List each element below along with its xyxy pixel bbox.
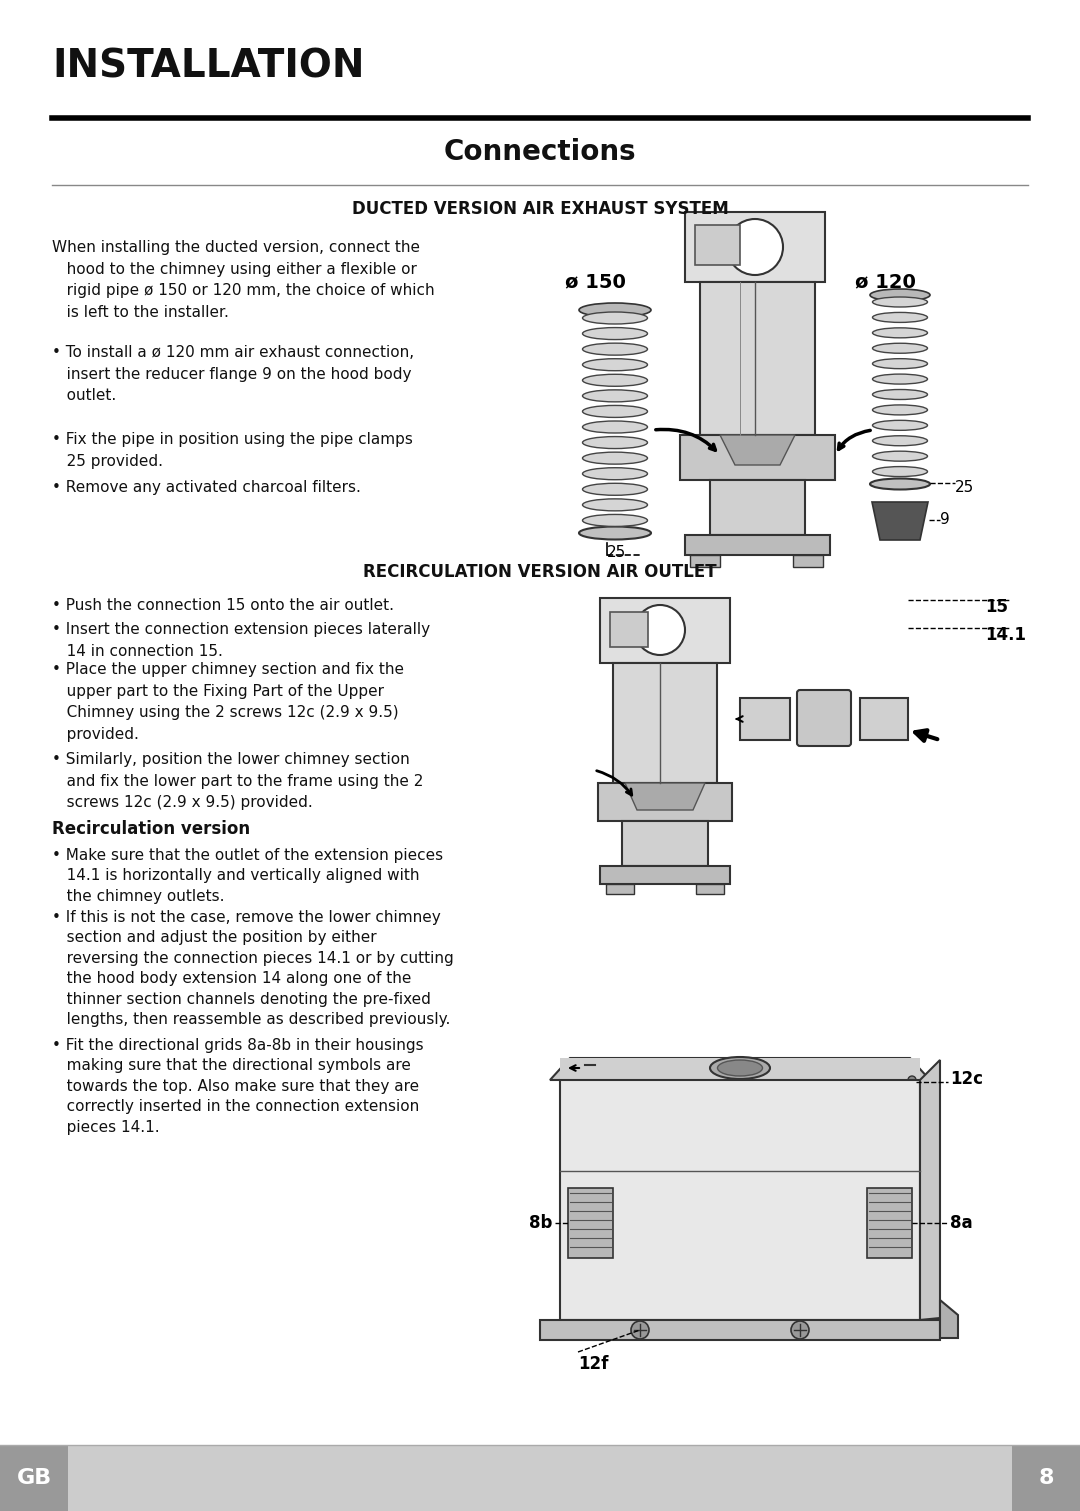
Bar xyxy=(680,435,835,480)
Ellipse shape xyxy=(582,499,648,511)
Text: Connections: Connections xyxy=(444,138,636,166)
FancyBboxPatch shape xyxy=(600,598,730,663)
Polygon shape xyxy=(872,502,928,539)
Ellipse shape xyxy=(582,311,648,323)
Bar xyxy=(710,480,805,535)
Bar xyxy=(740,698,789,740)
Circle shape xyxy=(635,604,685,654)
Ellipse shape xyxy=(873,405,928,416)
Ellipse shape xyxy=(582,422,648,434)
Ellipse shape xyxy=(873,298,928,307)
Bar xyxy=(690,555,720,567)
Bar xyxy=(561,1080,920,1321)
Bar xyxy=(0,1445,1080,1511)
Text: • Fix the pipe in position using the pipe clamps
   25 provided.: • Fix the pipe in position using the pip… xyxy=(52,432,413,468)
Ellipse shape xyxy=(582,390,648,402)
Text: 12c: 12c xyxy=(950,1070,983,1088)
Text: • Remove any activated charcoal filters.: • Remove any activated charcoal filters. xyxy=(52,480,361,496)
Bar xyxy=(685,535,831,555)
Ellipse shape xyxy=(582,375,648,387)
Ellipse shape xyxy=(873,313,928,322)
Ellipse shape xyxy=(579,526,651,539)
Bar xyxy=(696,225,740,264)
Text: 14.1: 14.1 xyxy=(985,626,1026,644)
Text: GB: GB xyxy=(16,1469,52,1488)
Ellipse shape xyxy=(873,343,928,354)
Ellipse shape xyxy=(710,1058,770,1079)
Bar xyxy=(540,1321,940,1340)
Text: 8a: 8a xyxy=(950,1213,973,1231)
Ellipse shape xyxy=(873,467,928,476)
Text: 9: 9 xyxy=(940,512,949,527)
Text: When installing the ducted version, connect the
   hood to the chimney using eit: When installing the ducted version, conn… xyxy=(52,240,434,320)
Bar xyxy=(867,1188,912,1259)
Bar xyxy=(700,283,815,435)
Ellipse shape xyxy=(717,1061,762,1076)
Text: • Fit the directional grids 8a-8b in their housings
   making sure that the dire: • Fit the directional grids 8a-8b in the… xyxy=(52,1038,423,1135)
Text: RECIRCULATION VERSION AIR OUTLET: RECIRCULATION VERSION AIR OUTLET xyxy=(363,564,717,582)
Ellipse shape xyxy=(873,420,928,431)
Text: 25: 25 xyxy=(607,545,626,561)
Ellipse shape xyxy=(582,484,648,496)
Polygon shape xyxy=(940,1299,958,1339)
Ellipse shape xyxy=(873,435,928,446)
Ellipse shape xyxy=(582,405,648,417)
Bar xyxy=(793,555,823,567)
Bar xyxy=(696,884,724,895)
FancyBboxPatch shape xyxy=(797,691,851,746)
Polygon shape xyxy=(550,1058,930,1080)
FancyBboxPatch shape xyxy=(685,212,825,283)
Text: 12f: 12f xyxy=(578,1355,608,1373)
Bar xyxy=(1012,1445,1080,1511)
Circle shape xyxy=(631,1321,649,1339)
Text: 8: 8 xyxy=(1038,1469,1054,1488)
Text: INSTALLATION: INSTALLATION xyxy=(52,48,365,86)
Circle shape xyxy=(791,1321,809,1339)
Bar xyxy=(622,820,708,866)
Text: • Insert the connection extension pieces laterally
   14 in connection 15.: • Insert the connection extension pieces… xyxy=(52,623,430,659)
Bar xyxy=(561,1058,920,1080)
Ellipse shape xyxy=(579,304,651,317)
Ellipse shape xyxy=(582,328,648,340)
Polygon shape xyxy=(720,435,795,465)
Bar xyxy=(598,783,732,820)
Text: 25: 25 xyxy=(955,480,974,496)
Text: DUCTED VERSION AIR EXHAUST SYSTEM: DUCTED VERSION AIR EXHAUST SYSTEM xyxy=(352,199,728,218)
Bar xyxy=(600,866,730,884)
Ellipse shape xyxy=(870,289,930,301)
Text: • Similarly, position the lower chimney section
   and fix the lower part to the: • Similarly, position the lower chimney … xyxy=(52,752,423,810)
Polygon shape xyxy=(625,783,705,810)
Ellipse shape xyxy=(582,452,648,464)
Ellipse shape xyxy=(873,375,928,384)
Text: • Place the upper chimney section and fix the
   upper part to the Fixing Part o: • Place the upper chimney section and fi… xyxy=(52,662,404,742)
Ellipse shape xyxy=(582,358,648,370)
Text: Recirculation version: Recirculation version xyxy=(52,820,251,839)
Ellipse shape xyxy=(873,390,928,399)
Bar xyxy=(610,612,648,647)
Ellipse shape xyxy=(873,358,928,369)
Text: • Push the connection 15 onto the air outlet.: • Push the connection 15 onto the air ou… xyxy=(52,598,394,613)
Text: • If this is not the case, remove the lower chimney
   section and adjust the po: • If this is not the case, remove the lo… xyxy=(52,910,454,1027)
Text: 8b: 8b xyxy=(528,1213,552,1231)
Ellipse shape xyxy=(582,468,648,479)
Ellipse shape xyxy=(582,343,648,355)
Ellipse shape xyxy=(873,452,928,461)
Ellipse shape xyxy=(582,514,648,526)
Ellipse shape xyxy=(873,328,928,338)
Circle shape xyxy=(727,219,783,275)
Bar xyxy=(613,663,717,783)
Ellipse shape xyxy=(582,437,648,449)
Text: • To install a ø 120 mm air exhaust connection,
   insert the reducer flange 9 o: • To install a ø 120 mm air exhaust conn… xyxy=(52,345,414,403)
Text: ø 120: ø 120 xyxy=(855,272,916,292)
Polygon shape xyxy=(920,1061,940,1321)
Bar xyxy=(606,884,634,895)
Text: • Make sure that the outlet of the extension pieces
   14.1 is horizontally and : • Make sure that the outlet of the exten… xyxy=(52,848,443,904)
Ellipse shape xyxy=(870,479,930,490)
Circle shape xyxy=(908,1076,916,1083)
Text: 15: 15 xyxy=(985,598,1008,616)
Bar xyxy=(0,1445,68,1511)
Text: ø 150: ø 150 xyxy=(565,272,626,292)
Bar xyxy=(860,698,908,740)
Bar xyxy=(568,1188,613,1259)
